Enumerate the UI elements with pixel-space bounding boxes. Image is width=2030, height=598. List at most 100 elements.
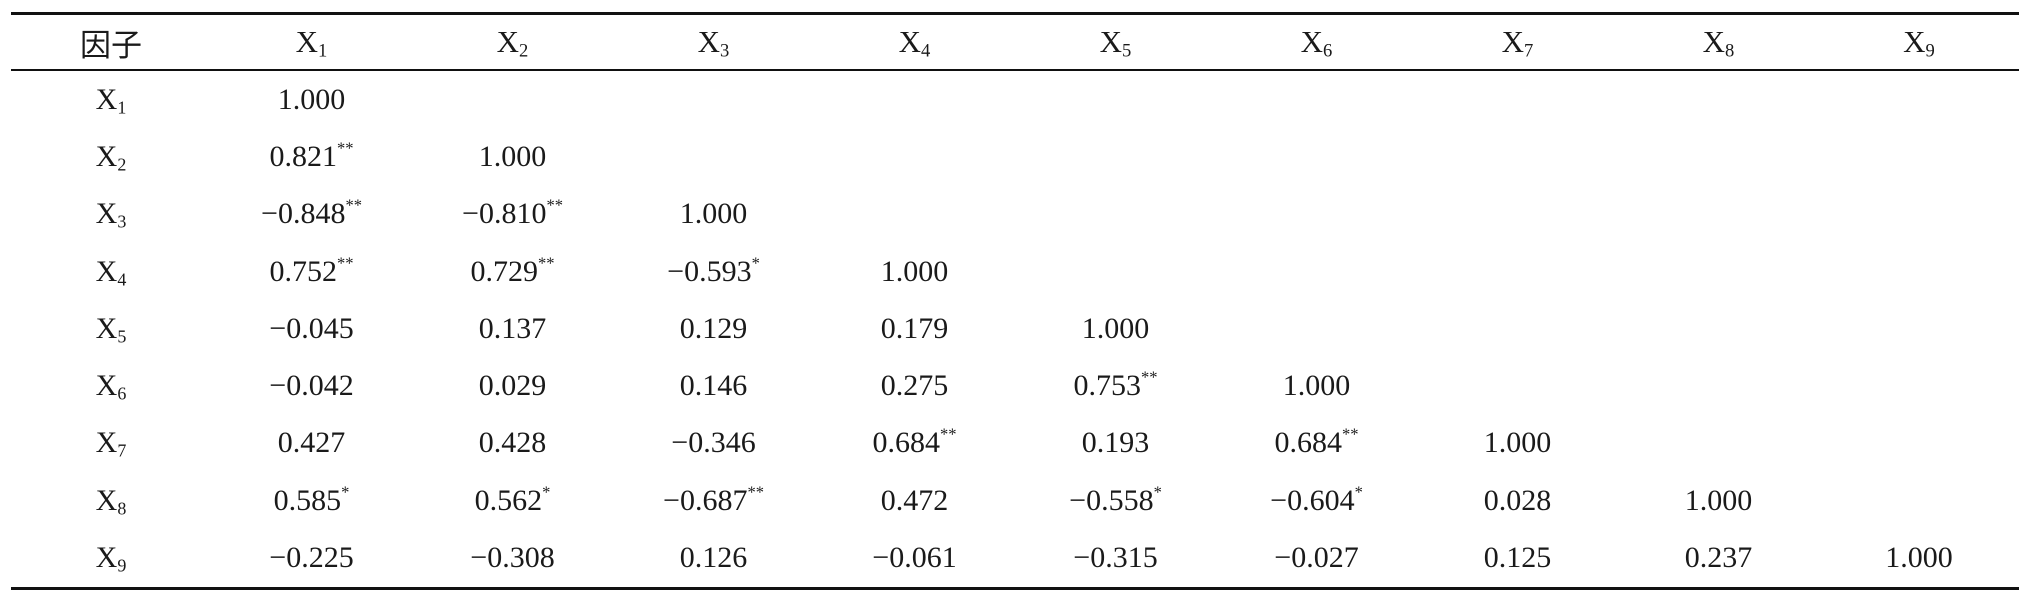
table-cell: 0.684** <box>814 415 1015 472</box>
row-label: X9 <box>11 529 211 590</box>
table-cell: −0.593* <box>613 243 814 300</box>
cell-value: 0.126 <box>679 541 748 575</box>
corner-header: 因子 <box>11 12 211 71</box>
table-cell <box>1819 357 2019 414</box>
column-header-base: X <box>496 24 520 59</box>
cell-value: 0.821 <box>269 139 338 173</box>
table-cell <box>1618 243 1819 300</box>
cell-value: 1.000 <box>1885 541 1953 575</box>
column-header-subscript: 4 <box>921 40 931 62</box>
cell-value: 0.146 <box>679 369 748 403</box>
column-header: X4 <box>814 12 1015 71</box>
cell-value: 0.275 <box>880 369 949 403</box>
table-cell <box>1819 415 2019 472</box>
table-cell: 1.000 <box>1216 357 1417 414</box>
significance-marker: ** <box>1141 367 1158 387</box>
column-header-subscript: 1 <box>318 40 328 62</box>
table-cell: 0.029 <box>412 357 613 414</box>
cell-value: 0.753 <box>1073 369 1142 403</box>
cell-value: 0.472 <box>880 483 949 517</box>
significance-marker: * <box>1354 482 1363 502</box>
significance-marker: * <box>1153 482 1162 502</box>
table-row: X8 0.585* 0.562* −0.687** 0.472 −0.558* −0.604… <box>11 472 2019 529</box>
table-cell: 0.821** <box>211 128 412 185</box>
cell-value: −0.061 <box>872 541 957 575</box>
column-header-base: X <box>1702 24 1726 59</box>
row-label-subscript: 7 <box>117 440 127 461</box>
table-cell: 0.179 <box>814 300 1015 357</box>
row-label-subscript: 1 <box>117 97 127 118</box>
table-cell: 0.125 <box>1417 529 1618 590</box>
cell-value: 1.000 <box>277 82 346 116</box>
cell-value: −0.848 <box>261 197 346 231</box>
table-cell <box>1015 243 1216 300</box>
column-header: X1 <box>211 12 412 71</box>
column-header-base: X <box>1501 24 1525 59</box>
cell-value: 1.000 <box>880 254 949 288</box>
significance-marker: ** <box>546 195 563 215</box>
cell-value: 0.029 <box>478 369 547 403</box>
row-label-subscript: 4 <box>117 269 127 290</box>
cell-value: −0.593 <box>667 254 752 288</box>
row-label: X2 <box>11 128 211 185</box>
row-label: X4 <box>11 243 211 300</box>
row-label: X6 <box>11 357 211 414</box>
table-cell: 0.275 <box>814 357 1015 414</box>
table-cell: −0.604* <box>1216 472 1417 529</box>
table-row: X2 0.821** 1.000 <box>11 128 2019 185</box>
table-cell <box>1618 300 1819 357</box>
table-cell <box>1216 186 1417 243</box>
cell-value: −0.687 <box>663 483 748 517</box>
table-cell <box>814 128 1015 185</box>
significance-marker: ** <box>337 138 354 158</box>
significance-marker: * <box>542 482 551 502</box>
cell-value: 0.684 <box>1274 426 1343 460</box>
table-cell: 1.000 <box>412 128 613 185</box>
cell-value: −0.558 <box>1069 483 1154 517</box>
column-header: X3 <box>613 12 814 71</box>
cell-value: 0.028 <box>1483 483 1552 517</box>
cell-value: 1.000 <box>1282 369 1351 403</box>
table-cell: −0.027 <box>1216 529 1417 590</box>
significance-marker: * <box>341 482 350 502</box>
significance-marker: ** <box>337 253 354 273</box>
row-label: X7 <box>11 415 211 472</box>
table-cell: 0.753** <box>1015 357 1216 414</box>
row-label: X3 <box>11 186 211 243</box>
table-row: X4 0.752** 0.729** −0.593* 1.000 <box>11 243 2019 300</box>
table-cell <box>1216 243 1417 300</box>
significance-marker: ** <box>747 482 764 502</box>
table-header: 因子 X1 X2 X3 X4 X5 X6 X7 X8 X9 <box>11 12 2019 71</box>
table-cell <box>1819 70 2019 128</box>
table-cell: 1.000 <box>1618 472 1819 529</box>
cell-value: 1.000 <box>1684 483 1753 517</box>
table-cell <box>1618 357 1819 414</box>
row-label-base: X <box>95 197 118 231</box>
table-cell: 1.000 <box>1015 300 1216 357</box>
column-header-subscript: 3 <box>720 40 730 62</box>
table-cell: 1.000 <box>211 70 412 128</box>
column-header: X9 <box>1819 12 2019 71</box>
table-cell: −0.810** <box>412 186 613 243</box>
table-cell <box>1819 128 2019 185</box>
table-cell: 0.028 <box>1417 472 1618 529</box>
column-header: X2 <box>412 12 613 71</box>
table-cell <box>1216 128 1417 185</box>
column-header-base: X <box>1903 24 1926 59</box>
table-cell: −0.308 <box>412 529 613 590</box>
cell-value: 0.179 <box>880 311 949 345</box>
significance-marker: ** <box>538 253 555 273</box>
table-cell: −0.558* <box>1015 472 1216 529</box>
table-cell: 0.472 <box>814 472 1015 529</box>
cell-value: 0.729 <box>470 254 539 288</box>
row-label: X1 <box>11 70 211 128</box>
correlation-table: 因子 X1 X2 X3 X4 X5 X6 X7 X8 X9 X1 1.000 X2 0.821** 1.… <box>11 12 2019 590</box>
row-label-base: X <box>95 139 118 173</box>
row-label-base: X <box>95 541 118 575</box>
cell-value: 1.000 <box>679 197 748 231</box>
cell-value: −0.604 <box>1270 483 1355 517</box>
cell-value: 0.137 <box>478 311 547 345</box>
row-label-base: X <box>95 483 118 517</box>
cell-value: −0.042 <box>269 369 354 403</box>
table-cell <box>1819 243 2019 300</box>
